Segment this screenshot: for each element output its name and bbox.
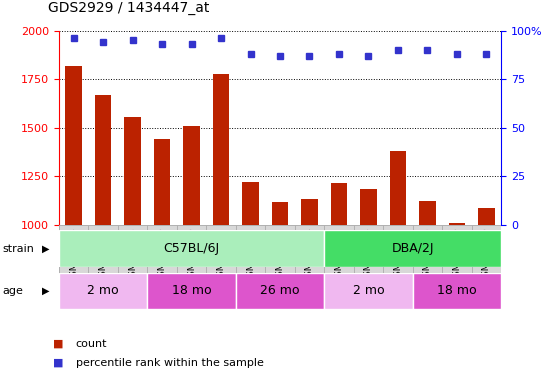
Bar — [236, 225, 265, 278]
Text: ■: ■ — [53, 358, 64, 368]
Bar — [354, 225, 383, 278]
Bar — [95, 95, 111, 225]
Text: GSM152259: GSM152259 — [157, 227, 166, 282]
Text: 2 mo: 2 mo — [87, 285, 119, 297]
Bar — [265, 225, 295, 278]
Text: GSM152269: GSM152269 — [452, 227, 461, 282]
Text: ▶: ▶ — [42, 243, 50, 254]
Text: GSM152258: GSM152258 — [128, 227, 137, 282]
Text: GSM152261: GSM152261 — [217, 227, 226, 282]
Text: GSM152266: GSM152266 — [364, 227, 373, 282]
Text: DBA/2J: DBA/2J — [391, 242, 434, 255]
Text: ▶: ▶ — [42, 286, 50, 296]
Text: GSM152268: GSM152268 — [423, 227, 432, 282]
Text: GSM152257: GSM152257 — [99, 227, 108, 282]
Bar — [184, 126, 199, 225]
Bar — [147, 225, 177, 278]
Text: ■: ■ — [53, 339, 64, 349]
Text: 18 mo: 18 mo — [172, 285, 211, 297]
Bar — [442, 225, 472, 278]
Bar — [361, 189, 376, 225]
Text: 18 mo: 18 mo — [437, 285, 477, 297]
Bar — [236, 273, 324, 309]
Bar — [242, 182, 259, 225]
Bar — [331, 183, 347, 225]
Bar — [206, 225, 236, 278]
Text: GSM152264: GSM152264 — [305, 227, 314, 282]
Bar — [383, 225, 413, 278]
Bar — [154, 139, 170, 225]
Bar — [147, 273, 236, 309]
Bar — [66, 66, 82, 225]
Bar — [390, 151, 406, 225]
Bar — [419, 201, 436, 225]
Text: GSM152263: GSM152263 — [276, 227, 284, 282]
Bar — [413, 225, 442, 278]
Bar — [301, 199, 318, 225]
Text: count: count — [76, 339, 107, 349]
Bar — [88, 225, 118, 278]
Bar — [124, 117, 141, 225]
Text: GSM152265: GSM152265 — [334, 227, 343, 282]
Bar — [177, 225, 206, 278]
Bar — [413, 273, 501, 309]
Bar — [295, 225, 324, 278]
Bar — [324, 230, 501, 267]
Text: GSM152270: GSM152270 — [482, 227, 491, 282]
Text: GSM152267: GSM152267 — [394, 227, 403, 282]
Text: strain: strain — [3, 243, 35, 254]
Bar — [59, 225, 88, 278]
Bar — [324, 273, 413, 309]
Bar — [478, 208, 494, 225]
Text: percentile rank within the sample: percentile rank within the sample — [76, 358, 263, 368]
Bar — [213, 74, 229, 225]
Bar — [272, 202, 288, 225]
Bar — [118, 225, 147, 278]
Bar — [59, 230, 324, 267]
Text: C57BL/6J: C57BL/6J — [164, 242, 220, 255]
Text: GSM152260: GSM152260 — [187, 227, 196, 282]
Text: 26 mo: 26 mo — [260, 285, 300, 297]
Text: GSM152262: GSM152262 — [246, 227, 255, 282]
Bar — [324, 225, 354, 278]
Bar — [449, 223, 465, 225]
Text: 2 mo: 2 mo — [353, 285, 384, 297]
Bar — [472, 225, 501, 278]
Text: GSM152256: GSM152256 — [69, 227, 78, 282]
Text: age: age — [3, 286, 24, 296]
Bar — [59, 273, 147, 309]
Text: GDS2929 / 1434447_at: GDS2929 / 1434447_at — [48, 2, 209, 15]
